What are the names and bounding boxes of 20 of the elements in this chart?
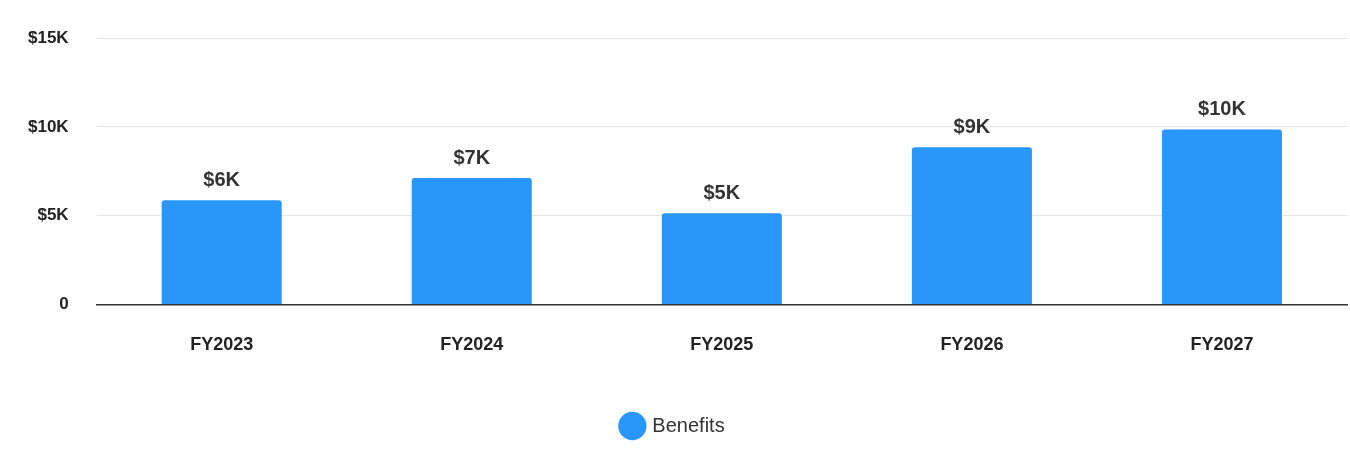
- x-tick-label: FY2026: [940, 334, 1004, 355]
- data-label: $6K: [203, 167, 241, 190]
- bar: [911, 147, 1032, 304]
- bar: [161, 200, 282, 304]
- data-label: $10K: [1198, 96, 1247, 119]
- data-label: $7K: [453, 145, 491, 168]
- legend-label: Benefits: [652, 413, 725, 436]
- bar: [411, 178, 532, 304]
- bar: [661, 213, 782, 304]
- y-tick-label: $10K: [28, 116, 70, 136]
- x-tick-label: FY2024: [440, 334, 504, 355]
- y-tick-label: $5K: [37, 205, 70, 225]
- x-tick-label: FY2025: [690, 334, 754, 355]
- data-label: $5K: [703, 180, 741, 203]
- y-tick-label: $15K: [28, 27, 70, 47]
- x-tick-label: FY2027: [1190, 334, 1254, 355]
- x-tick-label: FY2023: [190, 334, 254, 355]
- bar: [1161, 129, 1282, 304]
- y-tick-label: 0: [59, 294, 69, 314]
- data-label: $9K: [953, 114, 991, 137]
